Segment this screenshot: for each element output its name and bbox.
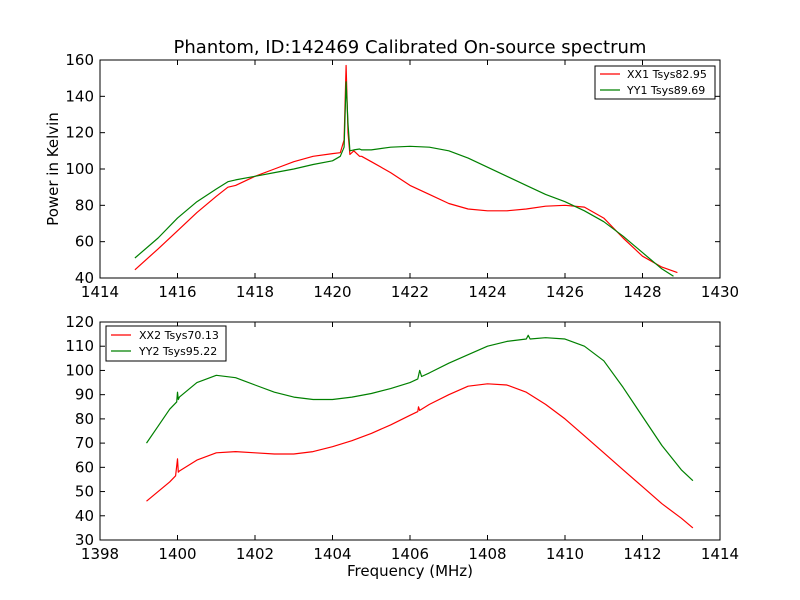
- bottom-y-tick-label: 70: [75, 434, 94, 452]
- top-x-tick-label: 1430: [701, 283, 739, 301]
- bottom-x-tick-label: 1408: [468, 545, 506, 563]
- bottom-x-tick-label: 1410: [546, 545, 584, 563]
- bottom-x-tick-label: 1414: [701, 545, 739, 563]
- top-x-tick-label: 1420: [313, 283, 351, 301]
- top-ticks: 1414 1416 1418 1420 1422 1424 1426 1428 1430 40 60…: [65, 51, 739, 301]
- bottom-x-tick-label: 1404: [313, 545, 351, 563]
- top-y-tick-label: 60: [75, 233, 94, 251]
- top-x-tick-label: 1424: [468, 283, 506, 301]
- top-series: [134, 64, 678, 277]
- bottom-y-tick-label: 50: [75, 483, 94, 501]
- bottom-y-tick-label: 40: [75, 507, 94, 525]
- top-y-tick-label: 40: [75, 269, 94, 287]
- top-y-axis-label: Power in Kelvin: [44, 112, 62, 226]
- bottom-series-line-xx2: [146, 383, 694, 529]
- top-x-tick-label: 1426: [546, 283, 584, 301]
- bottom-legend-label-xx2: XX2 Tsys70.13: [139, 329, 219, 342]
- top-x-tick-label: 1422: [391, 283, 429, 301]
- bottom-y-tick-label: 90: [75, 386, 94, 404]
- top-y-tick-label: 80: [75, 196, 94, 214]
- top-series-line-xx1: [134, 64, 678, 274]
- bottom-y-tick-label: 80: [75, 410, 94, 428]
- bottom-x-tick-label: 1406: [391, 545, 429, 563]
- top-x-tick-label: 1418: [236, 283, 274, 301]
- top-y-tick-label: 120: [65, 124, 94, 142]
- top-y-tick-label: 140: [65, 87, 94, 105]
- bottom-series: [146, 334, 694, 529]
- top-legend-box: [594, 65, 716, 100]
- bottom-y-tick-label: 30: [75, 531, 94, 549]
- bottom-y-tick-label: 100: [65, 361, 94, 379]
- top-y-tick-label: 100: [65, 160, 94, 178]
- bottom-x-tick-label: 1398: [81, 545, 119, 563]
- top-legend: XX1 Tsys82.95 YY1 Tsys89.69: [594, 65, 716, 100]
- bottom-legend: XX2 Tsys70.13 YY2 Tsys95.22: [105, 325, 227, 362]
- bottom-y-tick-label: 110: [65, 337, 94, 355]
- bottom-legend-box: [105, 325, 227, 362]
- top-series-line-yy1: [134, 81, 674, 277]
- bottom-spectrum-panel: 1398 1400 1402 1404 1406 1408 1410 1412 1414 30 40…: [65, 313, 739, 580]
- bottom-x-tick-label: 1412: [623, 545, 661, 563]
- bottom-x-tick-label: 1400: [158, 545, 196, 563]
- top-y-tick-label: 160: [65, 51, 94, 69]
- bottom-series-line-yy2: [146, 334, 694, 482]
- bottom-y-tick-label: 60: [75, 458, 94, 476]
- top-x-tick-label: 1416: [158, 283, 196, 301]
- chart-title: Phantom, ID:142469 Calibrated On-source …: [174, 37, 647, 58]
- top-legend-label-xx1: XX1 Tsys82.95: [627, 68, 707, 81]
- bottom-x-axis-label: Frequency (MHz): [347, 562, 473, 580]
- top-x-tick-label: 1428: [623, 283, 661, 301]
- top-spectrum-panel: 1414 1416 1418 1420 1422 1424 1426 1428 1430 40 60…: [44, 51, 739, 301]
- bottom-legend-label-yy2: YY2 Tsys95.22: [138, 345, 217, 358]
- top-legend-label-yy1: YY1 Tsys89.69: [626, 84, 705, 97]
- bottom-ticks: 1398 1400 1402 1404 1406 1408 1410 1412 1414 30 40…: [65, 313, 739, 563]
- bottom-x-tick-label: 1402: [236, 545, 274, 563]
- top-x-tick-label: 1414: [81, 283, 119, 301]
- bottom-y-tick-label: 120: [65, 313, 94, 331]
